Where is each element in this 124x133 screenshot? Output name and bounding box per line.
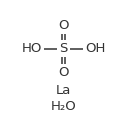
Text: HO: HO — [22, 42, 42, 55]
Text: OH: OH — [85, 42, 105, 55]
Text: S: S — [59, 42, 68, 55]
Text: H₂O: H₂O — [51, 100, 76, 113]
Text: O: O — [58, 19, 69, 32]
Text: La: La — [56, 84, 71, 97]
Text: O: O — [58, 66, 69, 79]
